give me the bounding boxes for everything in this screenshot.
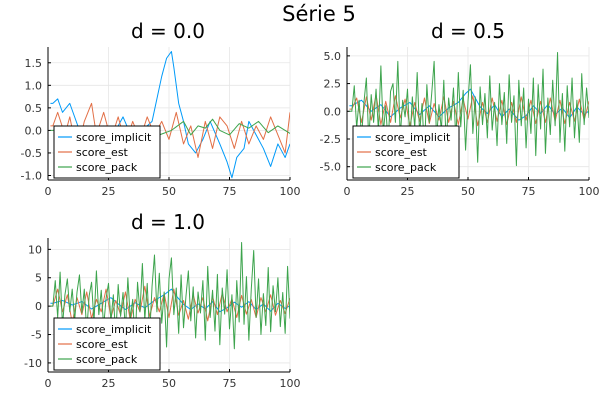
figure-title: Série 5: [282, 2, 356, 26]
subplot-1: d = 0.5 0 25 50 75 100 -5.0 -2.5 0.0 2.5 5.0 score_…: [320, 19, 600, 198]
legend-label: score_implicit: [76, 131, 152, 144]
x-tick-label: 75: [223, 185, 237, 198]
legend: score_implicit score_est score_pack: [53, 317, 161, 371]
x-tick-label: 75: [522, 185, 536, 198]
y-tick-label: 0: [35, 300, 42, 313]
legend: score_implicit score_est score_pack: [352, 125, 460, 179]
subplots: d = 0.00 25 50 75 100-1.0-0.50.00.51.01.5sco…: [21, 19, 600, 390]
x-tick-label: 100: [579, 185, 600, 198]
y-tick-label: 5.0: [324, 50, 342, 63]
legend-label: score_est: [76, 338, 129, 351]
x-tick-label: 50: [461, 185, 475, 198]
legend-label: score_pack: [375, 161, 437, 174]
series-group: [50, 242, 290, 350]
subplot-title: d = 0.5: [431, 19, 505, 43]
subplot-title: d = 0.0: [131, 19, 205, 43]
y-tick-label: 1.0: [25, 79, 43, 92]
subplot-2: d = 1.0 0 25 50 75 100 -10 -5 0 5 10 score_implicit…: [24, 210, 300, 390]
y-tick-label: 10: [28, 243, 42, 256]
y-tick-label: 0.0: [324, 105, 342, 118]
y-tick-label: 5: [35, 272, 42, 285]
series-line-score_est: [50, 285, 290, 324]
legend-label: score_est: [375, 146, 428, 159]
legend: score_implicit score_est score_pack: [53, 125, 161, 179]
legend-label: score_pack: [76, 161, 138, 174]
x-tick-label: 0: [45, 377, 52, 390]
legend-label: score_est: [76, 146, 129, 159]
y-tick-label: -10: [24, 357, 42, 370]
x-tick-label: 25: [401, 185, 415, 198]
series-line-score_pack: [50, 242, 290, 350]
x-tick-label: 100: [280, 185, 301, 198]
y-tick-label: -1.0: [21, 169, 42, 182]
x-tick-label: 0: [344, 185, 351, 198]
x-tick-label: 50: [162, 185, 176, 198]
x-tick-label: 25: [102, 185, 116, 198]
x-tick-label: 75: [223, 377, 237, 390]
y-tick-label: 1.5: [25, 57, 43, 70]
x-tick-label: 50: [162, 377, 176, 390]
series-line-score_pack: [349, 52, 589, 167]
y-tick-label: -2.5: [320, 133, 341, 146]
legend-label: score_implicit: [76, 323, 152, 336]
y-tick-label: 2.5: [324, 78, 342, 91]
x-tick-label: 100: [280, 377, 301, 390]
series-line-score_est: [50, 102, 290, 158]
y-tick-label: -5.0: [320, 161, 341, 174]
y-tick-label: 0.5: [25, 102, 43, 115]
x-tick-label: 0: [45, 185, 52, 198]
y-tick-label: -5: [31, 329, 42, 342]
series-group: [349, 52, 589, 167]
legend-label: score_pack: [76, 353, 138, 366]
y-tick-label: -0.5: [21, 147, 42, 160]
x-tick-label: 25: [102, 377, 116, 390]
y-tick-label: 0.0: [25, 124, 43, 137]
subplot-title: d = 1.0: [131, 210, 205, 234]
legend-label: score_implicit: [375, 131, 451, 144]
subplot-0: d = 0.0 0 25 50 75 100 -1.0 -0.5 0.0 0.5 1.0 1.5 sco…: [21, 19, 301, 198]
